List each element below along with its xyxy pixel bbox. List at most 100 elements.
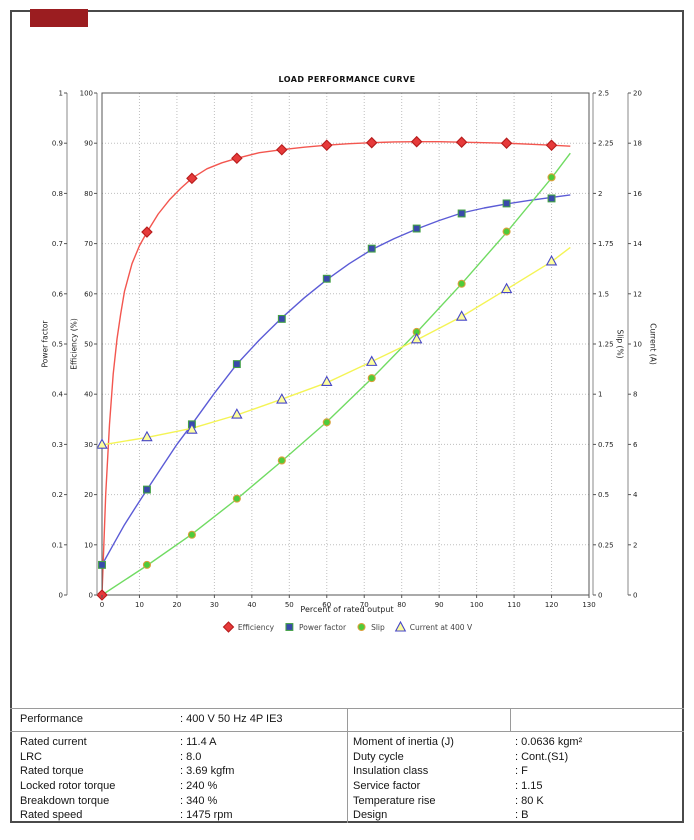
- power_factor-tick-label: 0.3: [52, 441, 63, 449]
- marker-diamond: [141, 226, 153, 238]
- marker-square: [277, 314, 286, 323]
- marker-diamond: [231, 152, 243, 165]
- performance-value: : 400 V 50 Hz 4P IE3: [180, 713, 283, 725]
- spec-label: Design: [353, 809, 388, 822]
- spec-row: Service factor: 1.15: [347, 779, 684, 794]
- marker-triangle: [410, 332, 423, 344]
- efficiency-tick-label: 100: [80, 90, 93, 98]
- spec-value: : 1475 rpm: [180, 809, 233, 822]
- x-tick-label: 90: [435, 601, 444, 609]
- current-tick-label: 10: [633, 341, 642, 349]
- series-line-current: [101, 246, 571, 446]
- spec-label: Duty cycle: [353, 750, 404, 763]
- spec-label: Service factor: [353, 780, 421, 793]
- legend-marker-diamond-icon: [222, 621, 235, 633]
- legend-marker-shape: [285, 623, 294, 631]
- slip-tick-label: 1: [598, 391, 602, 399]
- marker-triangle: [455, 310, 468, 321]
- spec-value: : F: [515, 765, 528, 778]
- efficiency-tick-label: 60: [84, 290, 93, 298]
- marker-square: [322, 274, 331, 283]
- table-divider: [510, 708, 511, 731]
- table-center-divider: [347, 708, 348, 823]
- power_factor-tick-label: 0.2: [52, 491, 63, 499]
- current-tick-label: 2: [633, 541, 637, 549]
- legend-marker-square-icon: [285, 623, 294, 631]
- spec-table: Performance : 400 V 50 Hz 4P IE3 Rated c…: [10, 708, 684, 823]
- marker-triangle: [96, 438, 108, 449]
- marker-circle: [277, 456, 286, 465]
- current-tick-label: 6: [633, 441, 638, 449]
- legend-marker-shape: [222, 621, 235, 633]
- x-tick-label: 0: [100, 601, 104, 609]
- series-line-efficiency: [101, 140, 571, 596]
- current-tick-label: 18: [633, 140, 642, 148]
- efficiency-tick-label: 30: [84, 441, 93, 449]
- x-tick-label: 110: [507, 601, 520, 609]
- plot-border: [101, 92, 590, 596]
- power_factor-tick-label: 1: [59, 90, 63, 98]
- slip-tick-label: 1.75: [598, 240, 614, 248]
- legend-marker-shape: [357, 622, 366, 632]
- spec-value: : 3.69 kgfm: [180, 765, 235, 778]
- marker-square: [457, 209, 466, 218]
- marker-circle: [142, 560, 152, 569]
- marker-diamond: [276, 143, 288, 156]
- power_factor-tick-label: 0.1: [52, 541, 63, 549]
- slip-tick-label: 0.75: [598, 441, 614, 449]
- current-tick-label: 0: [633, 592, 637, 600]
- efficiency-tick-label: 90: [84, 140, 93, 148]
- marker-square: [367, 244, 376, 253]
- x-tick-label: 130: [582, 601, 595, 609]
- legend-label: Efficiency: [237, 622, 275, 632]
- x-tick-label: 40: [247, 601, 256, 609]
- x-axis-label: Percent of rated output: [300, 605, 394, 614]
- power_factor-tick-label: 0.7: [52, 240, 63, 248]
- spec-label: LRC: [20, 750, 43, 763]
- efficiency-tick-label: 50: [84, 341, 93, 349]
- x-tick-label: 120: [545, 601, 558, 609]
- spec-label: Breakdown torque: [20, 794, 110, 807]
- spec-value: : 240 %: [180, 780, 218, 793]
- efficiency-tick-label: 40: [84, 391, 93, 399]
- efficiency-tick-label: 80: [84, 190, 93, 198]
- efficiency-tick-label: 10: [84, 541, 93, 549]
- spec-value: : 340 %: [180, 794, 218, 807]
- marker-diamond: [545, 139, 558, 151]
- legend-marker-triangle-icon: [394, 621, 406, 632]
- chart-legend: Efficiency Power factor Slip Current at 400…: [0, 621, 694, 633]
- spec-row: LRC: 8.0: [10, 750, 347, 765]
- current-tick-label: 12: [633, 290, 642, 298]
- marker-circle: [502, 227, 511, 236]
- marker-triangle: [231, 408, 243, 419]
- x-tick-label: 30: [210, 601, 219, 609]
- spec-row: Rated speed: 1475 rpm: [10, 808, 347, 823]
- marker-diamond: [186, 172, 198, 185]
- slip-tick-label: 2.25: [598, 140, 614, 148]
- slip-tick-label: 1.25: [598, 341, 614, 349]
- x-tick-label: 70: [360, 601, 369, 609]
- efficiency-tick-label: 0: [89, 592, 93, 600]
- series-line-power_factor: [101, 194, 571, 566]
- slip-tick-label: 1.5: [598, 290, 609, 298]
- marker-square: [502, 199, 511, 208]
- marker-diamond: [365, 136, 378, 149]
- efficiency-tick-label: 20: [84, 491, 93, 499]
- marker-circle: [232, 494, 241, 503]
- spec-row: Rated current: 11.4 A: [10, 735, 347, 750]
- current-tick-label: 4: [633, 491, 638, 499]
- legend-label: Power factor: [299, 622, 347, 632]
- performance-label: Performance: [20, 713, 83, 725]
- spec-label: Rated torque: [20, 765, 84, 778]
- x-tick-label: 60: [322, 601, 331, 609]
- spec-row: Breakdown torque : 340 %: [10, 794, 347, 809]
- efficiency-tick-label: 70: [84, 240, 93, 248]
- spec-label: Rated current: [20, 736, 87, 748]
- power-factor-axis-label: Power factor: [40, 320, 50, 368]
- marker-square: [98, 560, 106, 569]
- x-tick-label: 80: [397, 601, 406, 609]
- spec-value: : 0.0636 kgm²: [515, 736, 583, 748]
- marker-triangle: [141, 430, 153, 442]
- marker-triangle: [321, 375, 333, 386]
